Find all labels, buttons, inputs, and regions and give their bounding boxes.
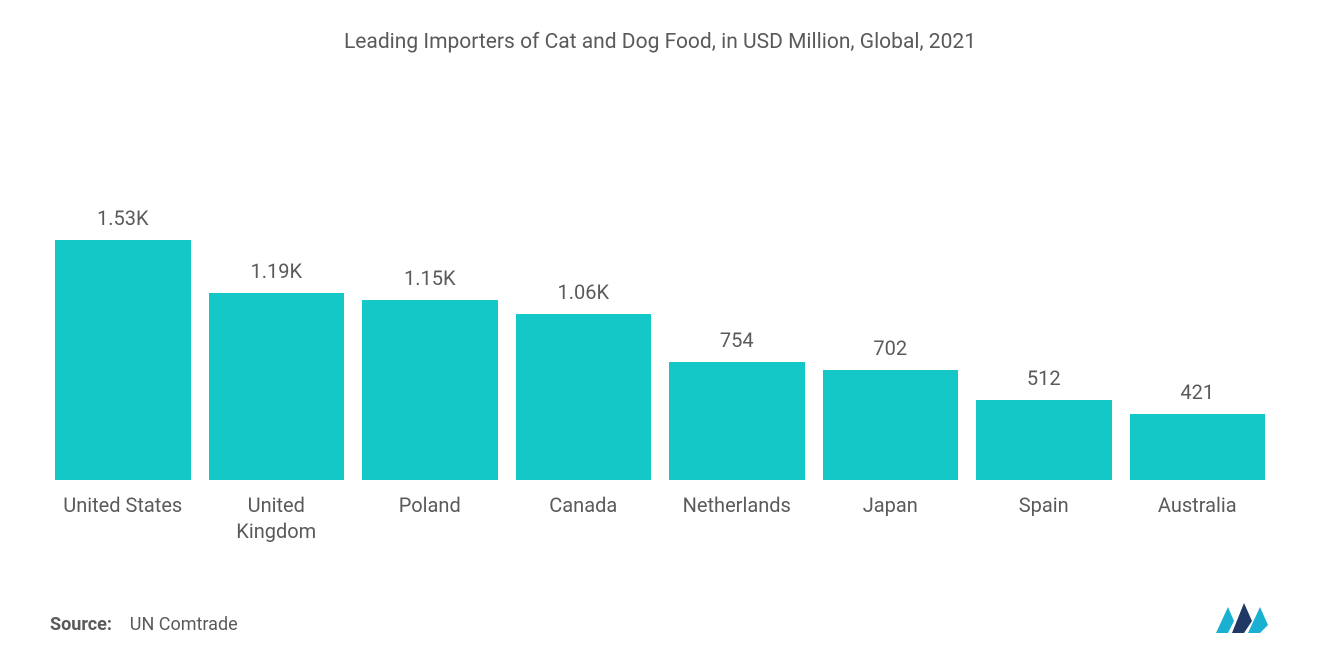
bar-group: 1.06K xyxy=(516,280,652,480)
bar-group: 754 xyxy=(669,328,805,480)
bar-value-label: 702 xyxy=(873,336,907,360)
bar-group: 702 xyxy=(823,336,959,480)
bar-value-label: 1.19K xyxy=(250,259,302,283)
bar xyxy=(1130,414,1266,480)
x-axis-labels: United States United Kingdom Poland Cana… xyxy=(45,480,1275,544)
x-label: Japan xyxy=(823,492,959,544)
brand-logo-icon xyxy=(1214,599,1270,635)
source-label: Source: xyxy=(50,614,112,635)
bar xyxy=(209,293,345,480)
bar xyxy=(669,362,805,480)
chart-container: Leading Importers of Cat and Dog Food, i… xyxy=(0,0,1320,665)
bar xyxy=(976,400,1112,480)
bar-group: 1.19K xyxy=(209,259,345,480)
source-value: UN Comtrade xyxy=(130,614,238,635)
x-label: Spain xyxy=(976,492,1112,544)
x-label: United States xyxy=(55,492,191,544)
x-label: Australia xyxy=(1130,492,1266,544)
bar-value-label: 1.06K xyxy=(557,280,609,304)
x-label: Poland xyxy=(362,492,498,544)
bar-value-label: 512 xyxy=(1027,366,1061,390)
bar-group: 512 xyxy=(976,366,1112,480)
x-label: United Kingdom xyxy=(209,492,345,544)
bar-value-label: 1.15K xyxy=(404,266,456,290)
x-label: Netherlands xyxy=(669,492,805,544)
bar xyxy=(516,314,652,480)
x-label: Canada xyxy=(516,492,652,544)
chart-footer: Source: UN Comtrade xyxy=(45,599,1275,635)
bar-value-label: 1.53K xyxy=(97,206,149,230)
source-citation: Source: UN Comtrade xyxy=(50,614,238,635)
bar xyxy=(362,300,498,480)
bar-value-label: 421 xyxy=(1180,380,1214,404)
bar-group: 1.15K xyxy=(362,266,498,480)
bar xyxy=(823,370,959,480)
chart-title: Leading Importers of Cat and Dog Food, i… xyxy=(45,30,1275,54)
bar-group: 421 xyxy=(1130,380,1266,480)
plot-area: 1.53K 1.19K 1.15K 1.06K 754 702 512 421 xyxy=(45,64,1275,480)
bar xyxy=(55,240,191,480)
bar-value-label: 754 xyxy=(720,328,754,352)
bar-group: 1.53K xyxy=(55,206,191,480)
